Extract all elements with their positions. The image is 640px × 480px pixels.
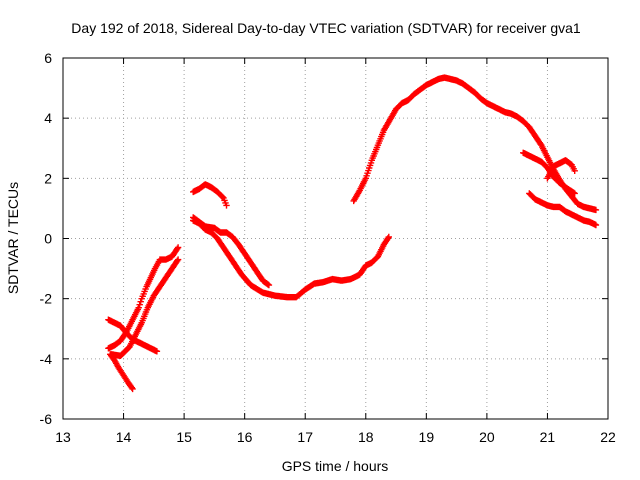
y-axis: -6 -4 -2 0 2 4 6 (40, 50, 608, 427)
data-series (190, 181, 230, 209)
x-tick-label: 18 (358, 429, 374, 445)
data-series (350, 74, 600, 214)
x-tick-label: 20 (479, 429, 495, 445)
series-points (190, 181, 230, 209)
data-series (108, 256, 182, 359)
y-tick-label: -4 (40, 351, 53, 367)
x-tick-label: 14 (116, 429, 132, 445)
series-points (108, 256, 182, 359)
y-tick-label: 6 (44, 50, 52, 66)
y-tick-label: -2 (40, 291, 53, 307)
y-tick-label: -6 (40, 411, 53, 427)
y-tick-label: 0 (44, 231, 52, 247)
series-points (544, 157, 578, 182)
series-points (350, 74, 600, 214)
y-tick-label: 4 (44, 110, 52, 126)
x-tick-label: 21 (540, 429, 556, 445)
data-series (190, 217, 392, 301)
series-points (105, 244, 182, 352)
data-series (526, 190, 600, 229)
x-tick-label: 13 (55, 429, 71, 445)
x-tick-label: 15 (176, 429, 192, 445)
x-tick-label: 16 (237, 429, 253, 445)
data-series (105, 244, 182, 352)
grid-lines (63, 58, 608, 419)
chart-title: Day 192 of 2018, Sidereal Day-to-day VTE… (71, 20, 581, 36)
x-tick-label: 22 (600, 429, 616, 445)
x-axis-title: GPS time / hours (282, 458, 389, 474)
y-tick-label: 2 (44, 170, 52, 186)
y-axis-title: SDTVAR / TECUs (5, 182, 21, 294)
series-points (190, 217, 392, 301)
x-axis: 13 14 15 16 17 18 19 20 21 22 (55, 58, 616, 445)
x-tick-label: 19 (419, 429, 435, 445)
data-points (105, 74, 600, 393)
data-series (544, 157, 578, 182)
x-tick-label: 17 (297, 429, 313, 445)
series-points (526, 190, 600, 229)
